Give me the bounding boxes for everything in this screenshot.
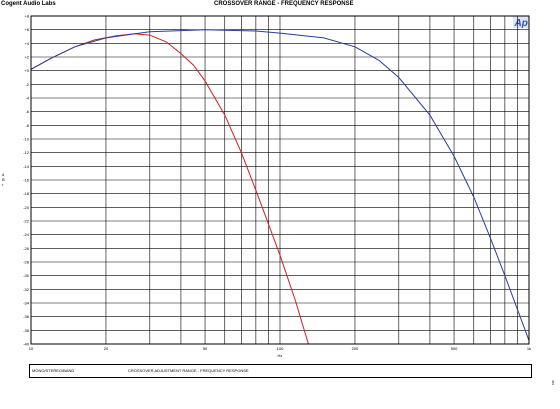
chart-title: CROSSOVER RANGE - FREQUENCY RESPONSE — [214, 1, 354, 7]
series-line-1 — [30, 33, 309, 345]
y-tick-label: -4 — [25, 96, 29, 101]
y-tick-label: -34 — [23, 301, 30, 306]
ap-logo-text: Ap — [514, 18, 528, 28]
x-tick-label: 200 — [352, 346, 359, 351]
y-tick-label: +2 — [24, 55, 29, 60]
plot-frame — [30, 15, 530, 345]
footer-left-text: MONO/STEREO/BAND — [32, 368, 75, 373]
series-line-2 — [30, 29, 530, 341]
y-tick-label: +4 — [24, 41, 29, 46]
x-tick-label: 100 — [277, 346, 284, 351]
footer-right-text: CROSSOVER ADJUSTMENT RANGE - FREQUENCY R… — [128, 368, 249, 373]
company-name: Cogent Audio Labs — [1, 1, 56, 7]
x-tick-labels: 10 20 50 100 200 500 1k — [29, 346, 531, 351]
y-tick-label: +0 — [24, 68, 29, 73]
y-tick-label: -2 — [25, 82, 29, 87]
footer-info-box: MONO/STEREO/BAND CROSSOVER ADJUSTMENT RA… — [29, 364, 532, 378]
y-tick-label: -28 — [23, 260, 30, 265]
y-tick-label: -12 — [23, 150, 30, 155]
x-tick-label: 10 — [29, 346, 34, 351]
x-tick-label: 500 — [451, 346, 458, 351]
y-tick-label: -30 — [23, 273, 30, 278]
y-tick-label: -10 — [23, 137, 30, 142]
y-tick-label: -18 — [23, 191, 30, 196]
y-tick-label: +6 — [24, 27, 29, 32]
x-tick-label: 20 — [104, 346, 109, 351]
y-tick-label: -8 — [25, 123, 29, 128]
y-tick-label: -26 — [23, 246, 30, 251]
x-axis-label: Hz — [278, 353, 283, 358]
corner-mark: ! — [552, 381, 554, 387]
y-tick-label: -36 — [23, 314, 30, 319]
y-tick-label: -24 — [23, 232, 30, 237]
series-lines — [30, 29, 530, 345]
grid-lines — [30, 15, 529, 345]
y-tick-label: +8 — [24, 14, 29, 19]
y-tick-label: -14 — [23, 164, 30, 169]
y-tick-label: -20 — [23, 205, 30, 210]
y-tick-label: -16 — [23, 178, 30, 183]
ap-logo-icon: Ap — [513, 16, 529, 28]
y-tick-label: -40 — [23, 342, 30, 347]
y-tick-label: -38 — [23, 328, 30, 333]
y-tick-label: -32 — [23, 287, 30, 292]
y-tick-labels: +8 +6 +4 +2 +0 -2 -4 -6 -8 -10 -12 -14 -16 -18 -20 -22 -… — [23, 14, 30, 347]
y-tick-label: -22 — [23, 219, 30, 224]
x-tick-label: 1k — [527, 346, 531, 351]
y-axis-label: d B r — [2, 172, 5, 187]
x-tick-label: 50 — [203, 346, 208, 351]
y-tick-label: -6 — [25, 109, 29, 114]
